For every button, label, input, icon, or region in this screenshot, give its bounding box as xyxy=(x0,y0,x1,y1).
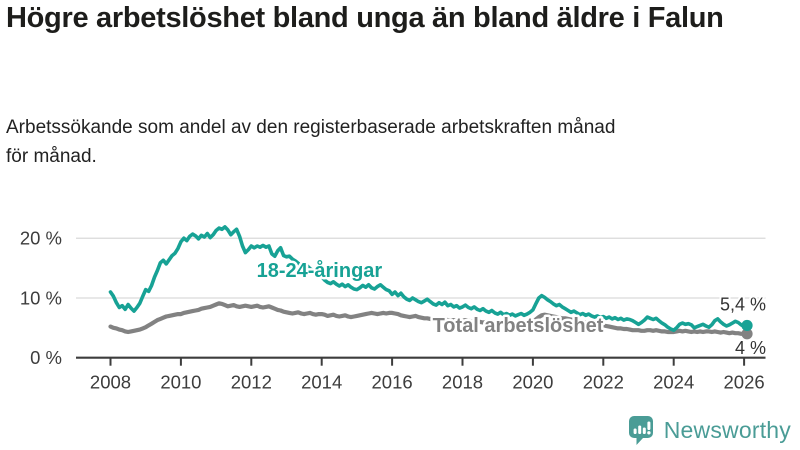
logo-exclamation-bar xyxy=(647,421,651,430)
logo-exclamation-dot xyxy=(646,431,651,435)
x-tick-label: 2014 xyxy=(301,372,342,393)
x-tick-label: 2016 xyxy=(372,372,413,393)
x-tick-label: 2008 xyxy=(90,372,131,393)
x-tick-label: 2020 xyxy=(512,372,553,393)
logo-bar-2 xyxy=(637,425,641,434)
y-tick-label: 10 % xyxy=(20,287,62,308)
x-tick-label: 2022 xyxy=(583,372,624,393)
x-tick-label: 2012 xyxy=(231,372,272,393)
x-tick-label: 2018 xyxy=(442,372,483,393)
y-tick-label: 20 % xyxy=(20,228,62,249)
logo-bar-1 xyxy=(633,428,637,434)
brand-name: Newsworthy xyxy=(663,416,791,443)
x-tick-label: 2026 xyxy=(724,372,765,393)
series-line-youth xyxy=(108,225,749,333)
series-label-total: Total arbetslöshet xyxy=(433,315,604,337)
series-label-youth: 18-24-åringar xyxy=(257,259,383,282)
series-end-label-youth: 5,4 % xyxy=(720,294,766,314)
x-tick-label: 2010 xyxy=(160,372,201,393)
page-title: Högre arbetslöshet bland unga än bland ä… xyxy=(6,2,724,34)
logo-bar-3 xyxy=(642,427,646,434)
series-end-label-total: 4 % xyxy=(735,338,766,358)
x-tick-label: 2024 xyxy=(653,372,694,393)
y-tick-label: 0 % xyxy=(30,347,62,368)
newsworthy-logo-icon xyxy=(628,416,653,445)
newsworthy-branding[interactable]: Newsworthy xyxy=(627,414,791,446)
page-subtitle: Arbetssökande som andel av den registerb… xyxy=(6,117,616,168)
series-line-total xyxy=(108,301,750,336)
series-end-dot-total xyxy=(741,328,753,340)
series-end-dot-youth xyxy=(741,319,753,332)
